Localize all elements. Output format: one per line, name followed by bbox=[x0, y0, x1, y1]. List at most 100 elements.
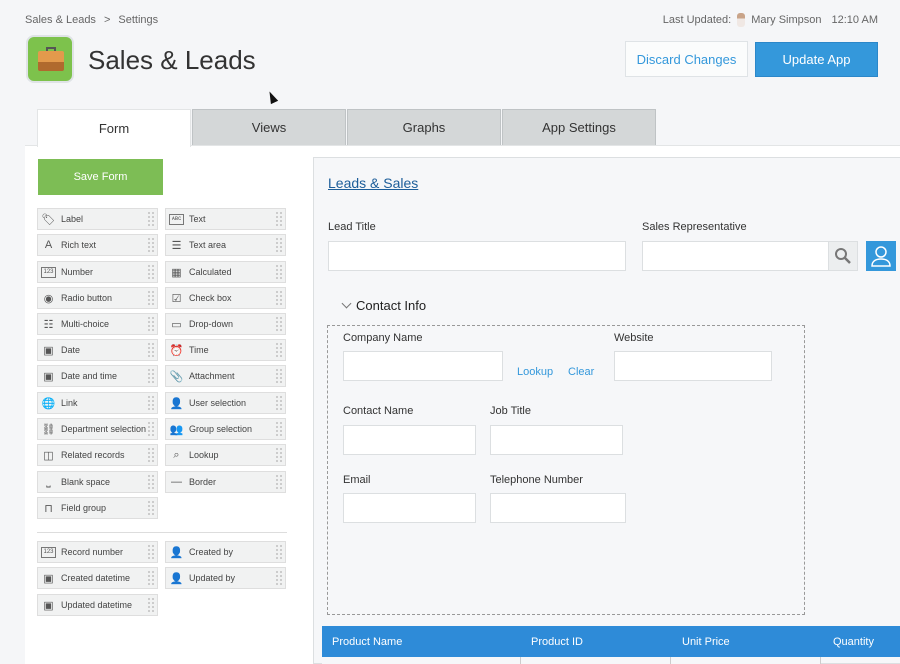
palette-item-drop-down[interactable]: ▭ Drop-down bbox=[165, 313, 286, 335]
drag-handle-icon[interactable] bbox=[276, 448, 282, 462]
breadcrumb-app[interactable]: Sales & Leads bbox=[25, 14, 96, 26]
form-title-link[interactable]: Leads & Sales bbox=[328, 175, 419, 191]
user-select-button[interactable] bbox=[866, 241, 896, 271]
blank-space-icon: ⎵ bbox=[46, 475, 51, 488]
search-button[interactable] bbox=[828, 241, 858, 271]
company-name-input[interactable] bbox=[343, 351, 503, 381]
palette-item-label: Number bbox=[61, 267, 94, 277]
palette-item-label: Time bbox=[189, 345, 209, 355]
discard-changes-button[interactable]: Discard Changes bbox=[625, 41, 748, 77]
drag-handle-icon[interactable] bbox=[276, 369, 282, 383]
palette-item-label: Multi-choice bbox=[61, 319, 110, 329]
tab-views[interactable]: Views bbox=[192, 109, 346, 146]
drag-handle-icon[interactable] bbox=[148, 545, 154, 559]
palette-item-record-number[interactable]: 123 Record number bbox=[37, 541, 158, 563]
drag-handle-icon[interactable] bbox=[276, 212, 282, 226]
lookup-link[interactable]: Lookup bbox=[517, 366, 554, 378]
drag-handle-icon[interactable] bbox=[148, 598, 154, 612]
drag-handle-icon[interactable] bbox=[148, 422, 154, 436]
tab-form[interactable]: Form bbox=[37, 109, 191, 147]
drag-handle-icon[interactable] bbox=[276, 343, 282, 357]
palette-item-number[interactable]: 123 Number bbox=[37, 261, 158, 283]
drag-handle-icon[interactable] bbox=[276, 545, 282, 559]
drag-handle-icon[interactable] bbox=[276, 422, 282, 436]
update-app-button[interactable]: Update App bbox=[755, 42, 878, 77]
job-title-input[interactable] bbox=[490, 425, 623, 455]
table-cell[interactable] bbox=[521, 657, 671, 664]
palette-item-multi-choice[interactable]: ☷ Multi-choice bbox=[37, 313, 158, 335]
drag-handle-icon[interactable] bbox=[148, 343, 154, 357]
palette-item-label: Border bbox=[189, 477, 217, 487]
palette-item-label[interactable]: 🏷 Label bbox=[37, 208, 158, 230]
palette-item-check-box[interactable]: ☑ Check box bbox=[165, 287, 286, 309]
palette-item-label: Related records bbox=[61, 450, 125, 460]
tab-graphs[interactable]: Graphs bbox=[347, 109, 501, 146]
job-title-label: Job Title bbox=[490, 405, 531, 417]
palette-item-created-datetime[interactable]: ▣ Created datetime bbox=[37, 567, 158, 589]
last-updated-user[interactable]: Mary Simpson bbox=[751, 14, 822, 26]
drag-handle-icon[interactable] bbox=[276, 291, 282, 305]
email-input[interactable] bbox=[343, 493, 476, 523]
lead-title-input[interactable] bbox=[328, 241, 626, 271]
group-icon: 👥 bbox=[169, 423, 184, 436]
palette-item-time[interactable]: ⏰ Time bbox=[165, 339, 286, 361]
sales-rep-input[interactable] bbox=[642, 241, 829, 271]
palette-item-blank-space[interactable]: ⎵ Blank space bbox=[37, 471, 158, 493]
palette-item-attachment[interactable]: 📎 Attachment bbox=[165, 365, 286, 387]
palette-item-date[interactable]: ▣ Date bbox=[37, 339, 158, 361]
palette-item-created-by[interactable]: 👤 Created by bbox=[165, 541, 286, 563]
palette-item-updated-by[interactable]: 👤 Updated by bbox=[165, 567, 286, 589]
user-icon bbox=[871, 246, 891, 267]
rich-text-icon: A bbox=[44, 239, 53, 251]
palette-item-field-group[interactable]: ⊓ Field group bbox=[37, 497, 158, 519]
drag-handle-icon[interactable] bbox=[148, 238, 154, 252]
save-form-button[interactable]: Save Form bbox=[38, 159, 163, 195]
drag-handle-icon[interactable] bbox=[148, 317, 154, 331]
tab-app-settings[interactable]: App Settings bbox=[502, 109, 656, 146]
palette-item-date-and-time[interactable]: ▣ Date and time bbox=[37, 365, 158, 387]
palette-item-lookup[interactable]: ⌕ Lookup bbox=[165, 444, 286, 466]
drag-handle-icon[interactable] bbox=[148, 475, 154, 489]
palette-item-updated-datetime[interactable]: ▣ Updated datetime bbox=[37, 594, 158, 616]
telephone-input[interactable] bbox=[490, 493, 626, 523]
palette-item-radio-button[interactable]: ◉ Radio button bbox=[37, 287, 158, 309]
drag-handle-icon[interactable] bbox=[276, 475, 282, 489]
contact-name-input[interactable] bbox=[343, 425, 476, 455]
drag-handle-icon[interactable] bbox=[148, 396, 154, 410]
contact-name-label: Contact Name bbox=[343, 405, 414, 417]
clock-icon: ⏰ bbox=[169, 344, 184, 357]
drag-handle-icon[interactable] bbox=[148, 448, 154, 462]
palette-item-group-selection[interactable]: 👥 Group selection bbox=[165, 418, 286, 440]
drag-handle-icon[interactable] bbox=[276, 396, 282, 410]
clear-link[interactable]: Clear bbox=[568, 366, 595, 378]
drag-handle-icon[interactable] bbox=[148, 212, 154, 226]
drag-handle-icon[interactable] bbox=[148, 291, 154, 305]
drag-handle-icon[interactable] bbox=[276, 265, 282, 279]
drag-handle-icon[interactable] bbox=[276, 238, 282, 252]
drag-handle-icon[interactable] bbox=[148, 369, 154, 383]
palette-item-department-selection[interactable]: ⛓ Department selection bbox=[37, 418, 158, 440]
website-input[interactable] bbox=[614, 351, 772, 381]
list-icon: ☷ bbox=[43, 318, 54, 331]
palette-item-related-records[interactable]: ◫ Related records bbox=[37, 444, 158, 466]
section-title: Contact Info bbox=[356, 298, 427, 313]
palette-item-user-selection[interactable]: 👤 User selection bbox=[165, 392, 286, 414]
table-cell[interactable] bbox=[322, 657, 521, 664]
palette-item-rich-text[interactable]: A Rich text bbox=[37, 234, 158, 256]
field-group-box bbox=[327, 325, 805, 615]
drag-handle-icon[interactable] bbox=[148, 571, 154, 585]
contact-info-section-toggle[interactable]: Contact Info bbox=[341, 298, 426, 313]
table-cell[interactable] bbox=[671, 657, 821, 664]
drag-handle-icon[interactable] bbox=[148, 501, 154, 515]
palette-item-link[interactable]: 🌐 Link bbox=[37, 392, 158, 414]
drag-handle-icon[interactable] bbox=[148, 265, 154, 279]
drag-handle-icon[interactable] bbox=[276, 317, 282, 331]
palette-item-border[interactable]: — Border bbox=[165, 471, 286, 493]
palette-item-label: Calculated bbox=[189, 267, 232, 277]
drag-handle-icon[interactable] bbox=[276, 571, 282, 585]
palette-item-label: Date and time bbox=[61, 371, 118, 381]
palette-divider bbox=[37, 532, 287, 533]
palette-item-text-area[interactable]: ☰ Text area bbox=[165, 234, 286, 256]
palette-item-calculated[interactable]: ▦ Calculated bbox=[165, 261, 286, 283]
palette-item-text[interactable]: ᴀʙᴄ Text bbox=[165, 208, 286, 230]
